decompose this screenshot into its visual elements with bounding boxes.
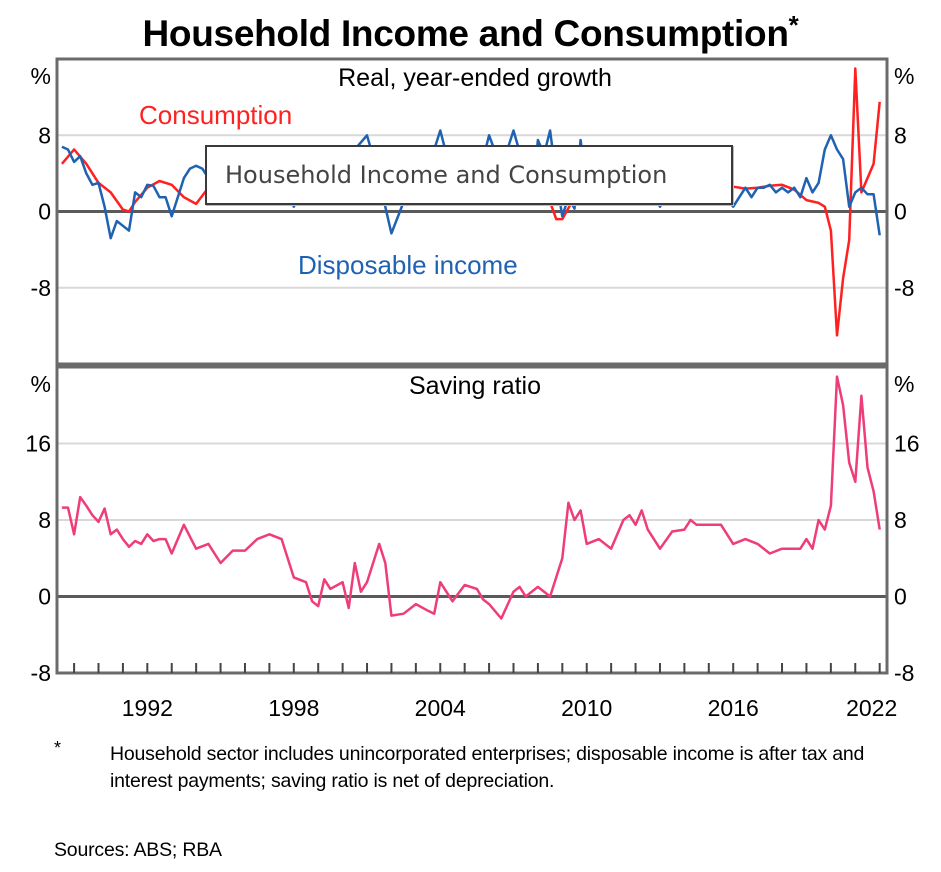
x-tick-label: 2004: [415, 695, 466, 721]
x-axis-ticks: [73, 663, 881, 673]
consumption-series-label: Consumption: [139, 100, 292, 130]
saving-gridlines: [57, 442, 887, 674]
x-tick-label: 1992: [122, 695, 173, 721]
title-footnote-mark: *: [788, 10, 799, 40]
saving-series: [61, 375, 881, 620]
y-tick-label-left: -8: [31, 660, 51, 686]
y-tick-label-right: -8: [894, 275, 914, 301]
y-tick-label-left: -8: [31, 275, 51, 301]
y-tick-label-left: 8: [38, 507, 51, 533]
disposable-income-line: [61, 129, 881, 240]
x-tick-label: 2016: [708, 695, 759, 721]
y-tick-label-left: 8: [38, 122, 51, 148]
growth-panel-title: Real, year-ended growth: [338, 64, 612, 92]
footnote-mark: *: [54, 738, 62, 758]
saving-panel-title: Saving ratio: [409, 372, 541, 400]
growth-gridlines: [57, 134, 887, 289]
growth-unit-right: %: [894, 63, 914, 89]
y-tick-label-right: 8: [894, 507, 907, 533]
x-tick-label: 2010: [561, 695, 612, 721]
saving-y-tick-labels: 16 16 8 8 0 0 -8 -8: [25, 431, 919, 687]
y-tick-label-right: -8: [894, 660, 914, 686]
saving-unit-right: %: [894, 371, 914, 397]
saving-panel-frame: [55, 365, 889, 675]
saving-ratio-panel: Saving ratio % % 16 16 8 8 0 0 -8 -8 1992 1998 20…: [25, 365, 920, 721]
y-tick-label-right: 0: [894, 584, 907, 610]
growth-panel-frame: [55, 57, 889, 366]
y-tick-label-right: 8: [894, 122, 907, 148]
growth-unit-left: %: [31, 63, 51, 89]
x-tick-label: 1998: [268, 695, 319, 721]
y-tick-label-left: 16: [25, 431, 51, 457]
y-tick-label-right: 0: [894, 199, 907, 225]
tooltip: Household Income and Consumption: [205, 145, 733, 205]
growth-panel: Real, year-ended growth % % 8 8 0 0 -8 -8 Con…: [31, 57, 915, 366]
y-tick-label-left: 0: [38, 199, 51, 225]
sources-text: Sources: ABS; RBA: [54, 839, 222, 861]
x-axis-tick-labels: 1992 1998 2004 2010 2016 2022: [122, 695, 898, 721]
chart-title: Household Income and Consumption*: [0, 10, 941, 55]
x-tick-label: 2022: [846, 695, 897, 721]
footnote-text: Household sector includes unincorporated…: [110, 743, 865, 792]
y-tick-label-right: 16: [894, 431, 920, 457]
disposable-income-series-label: Disposable income: [298, 250, 518, 280]
growth-y-tick-labels: 8 8 0 0 -8 -8: [31, 122, 915, 301]
y-tick-label-left: 0: [38, 584, 51, 610]
saving-ratio-line: [61, 375, 881, 620]
chart-title-text: Household Income and Consumption: [142, 13, 789, 54]
saving-unit-left: %: [31, 371, 51, 397]
